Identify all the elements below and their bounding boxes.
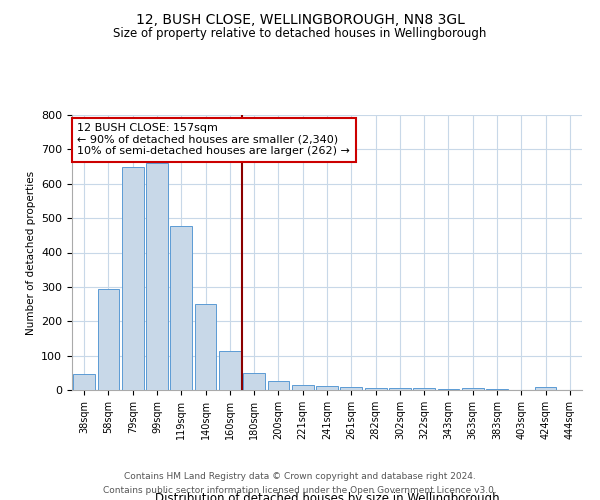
Bar <box>73 374 95 390</box>
Bar <box>340 387 362 390</box>
Text: Size of property relative to detached houses in Wellingborough: Size of property relative to detached ho… <box>113 28 487 40</box>
Bar <box>97 290 119 390</box>
Bar <box>268 380 289 390</box>
Bar <box>122 166 143 390</box>
Bar <box>194 304 217 390</box>
Bar <box>437 388 460 390</box>
Bar <box>535 387 556 390</box>
Text: 12, BUSH CLOSE, WELLINGBOROUGH, NN8 3GL: 12, BUSH CLOSE, WELLINGBOROUGH, NN8 3GL <box>136 12 464 26</box>
Bar <box>486 389 508 390</box>
X-axis label: Distribution of detached houses by size in Wellingborough: Distribution of detached houses by size … <box>155 492 499 500</box>
Bar <box>389 388 411 390</box>
Text: Contains public sector information licensed under the Open Government Licence v3: Contains public sector information licen… <box>103 486 497 495</box>
Bar <box>243 373 265 390</box>
Bar <box>316 386 338 390</box>
Text: Contains HM Land Registry data © Crown copyright and database right 2024.: Contains HM Land Registry data © Crown c… <box>124 472 476 481</box>
Bar <box>146 163 168 390</box>
Bar <box>462 388 484 390</box>
Bar <box>413 388 435 390</box>
Bar <box>219 351 241 390</box>
Bar <box>170 226 192 390</box>
Text: 12 BUSH CLOSE: 157sqm
← 90% of detached houses are smaller (2,340)
10% of semi-d: 12 BUSH CLOSE: 157sqm ← 90% of detached … <box>77 123 350 156</box>
Y-axis label: Number of detached properties: Number of detached properties <box>26 170 35 334</box>
Bar <box>365 388 386 390</box>
Bar <box>292 384 314 390</box>
